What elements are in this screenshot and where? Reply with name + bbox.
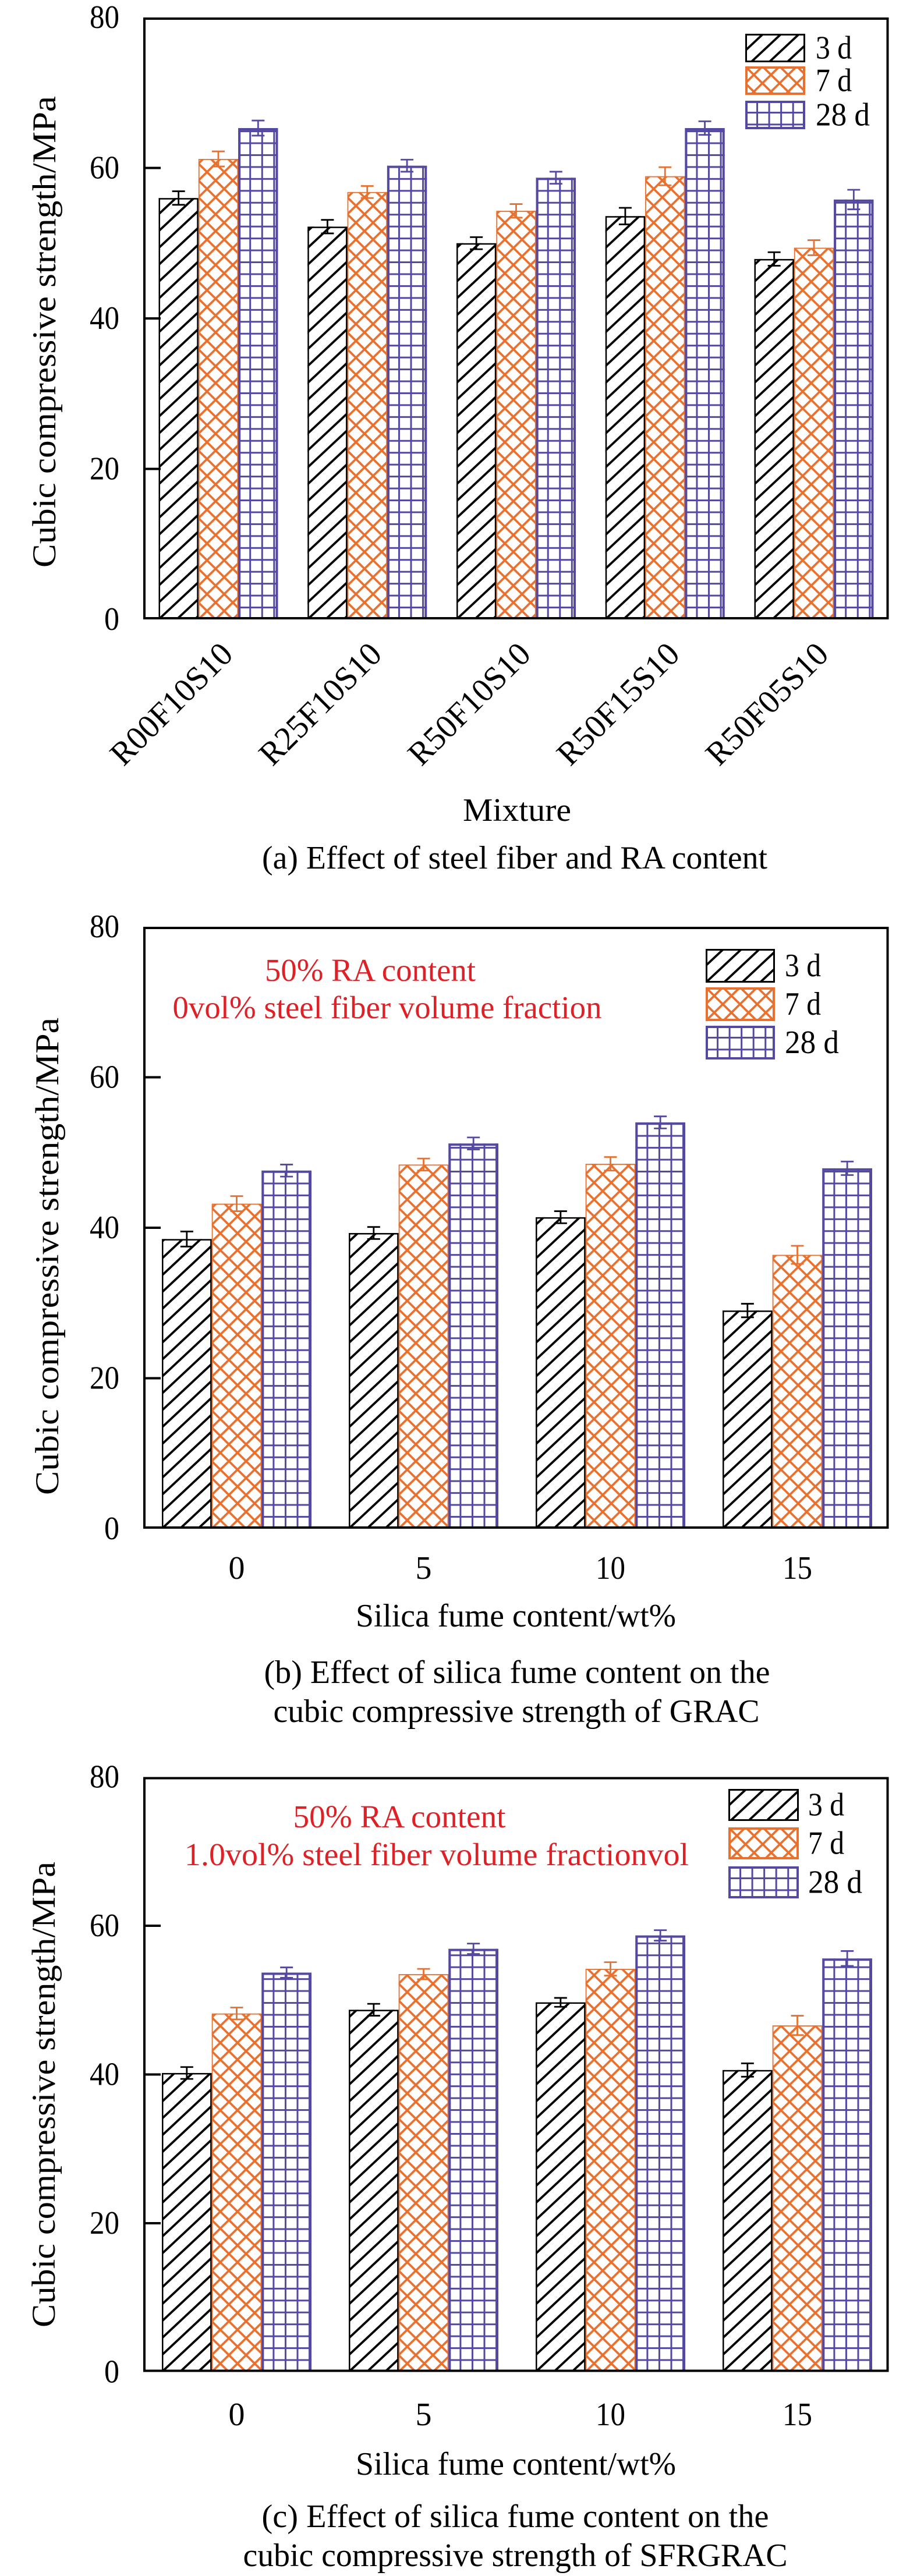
svg-text:15: 15 [783,1550,812,1586]
svg-text:Cubic compressive strength/MPa: Cubic compressive strength/MPa [26,1862,62,2327]
svg-text:60: 60 [90,1060,119,1096]
svg-text:0: 0 [229,1550,245,1586]
svg-text:1.0vol% steel fiber volume fra: 1.0vol% steel fiber volume fractionvol [185,1837,689,1872]
svg-text:50% RA content: 50% RA content [265,952,476,988]
svg-text:5: 5 [416,2397,432,2433]
svg-text:15: 15 [783,2397,812,2433]
svg-text:60: 60 [90,1908,119,1944]
svg-text:0vol% steel fiber volume fract: 0vol% steel fiber volume fraction [173,990,602,1025]
svg-text:40: 40 [90,1210,119,1246]
svg-text:0: 0 [229,2397,245,2433]
svg-text:10: 10 [596,2397,625,2433]
svg-text:28 d: 28 d [816,97,870,133]
svg-text:20: 20 [90,451,119,487]
svg-text:(c) Effect of silica fume cont: (c) Effect of silica fume content on the [262,2499,769,2535]
svg-text:Cubic compressive strength/MPa: Cubic compressive strength/MPa [26,96,63,568]
svg-text:5: 5 [416,1550,432,1586]
svg-text:Cubic compressive strength/MPa: Cubic compressive strength/MPa [29,1018,66,1495]
svg-text:28 d: 28 d [808,1865,862,1901]
svg-text:20: 20 [90,1360,119,1397]
svg-text:10: 10 [596,1550,625,1586]
svg-text:Silica fume content/wt%: Silica fume content/wt% [356,2446,676,2482]
svg-text:50% RA content: 50% RA content [293,1799,506,1834]
svg-text:7 d: 7 d [808,1826,844,1862]
svg-text:(b) Effect of silica fume cont: (b) Effect of silica fume content on the [264,1654,770,1691]
svg-text:40: 40 [90,2057,119,2093]
svg-text:80: 80 [90,0,119,36]
svg-text:0: 0 [104,2354,119,2390]
svg-text:cubic compressive strength of: cubic compressive strength of SFRGRAC [243,2538,788,2574]
svg-text:20: 20 [90,2205,119,2241]
svg-text:7 d: 7 d [816,63,852,99]
svg-text:(a) Effect of steel fiber and: (a) Effect of steel fiber and RA content [262,840,767,876]
svg-text:0: 0 [104,601,119,637]
svg-text:60: 60 [90,150,119,186]
svg-text:Silica fume content/wt%: Silica fume content/wt% [356,1598,676,1634]
svg-text:0: 0 [104,1511,119,1547]
svg-text:Mixture: Mixture [463,792,571,828]
svg-text:3 d: 3 d [816,30,852,66]
svg-text:cubic compressive strength of: cubic compressive strength of GRAC [274,1693,760,1730]
svg-text:28 d: 28 d [785,1025,839,1061]
svg-text:80: 80 [90,1759,119,1795]
svg-text:40: 40 [90,300,119,336]
svg-text:3 d: 3 d [785,948,821,984]
svg-text:3 d: 3 d [808,1787,844,1823]
svg-text:80: 80 [90,909,119,945]
svg-text:7 d: 7 d [785,986,821,1022]
